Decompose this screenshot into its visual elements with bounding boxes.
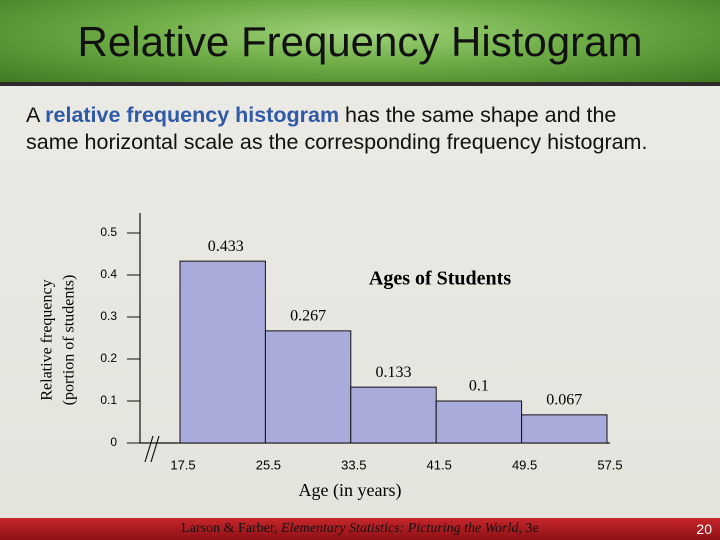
y-tick-label: 0.4: [100, 267, 117, 281]
bar: [350, 386, 437, 444]
y-axis-label: (portion of students): [61, 275, 78, 406]
x-tick-label: 33.5: [341, 457, 366, 472]
data-label: 0.433: [208, 238, 244, 255]
footer: Larson & Farber, Elementary Statistics: …: [0, 518, 720, 540]
data-label: 0.133: [376, 364, 412, 381]
axis-break: [144, 435, 154, 463]
bar: [435, 400, 523, 444]
y-tick-label: 0.2: [100, 351, 117, 365]
title-bar: Relative Frequency Histogram: [0, 0, 720, 86]
text: has the same shape and the same horizont…: [26, 103, 648, 154]
data-label: 0.067: [546, 392, 582, 409]
y-tick-label: 0.1: [100, 393, 117, 407]
x-tick-label: 25.5: [256, 457, 281, 472]
page-number: 20: [696, 521, 712, 537]
data-label: 0.1: [469, 378, 489, 395]
text: Larson & Farber,: [181, 521, 282, 536]
text: , 3e: [518, 521, 539, 536]
chart-title: Ages of Students: [369, 268, 511, 290]
data-label: 0.267: [290, 308, 326, 325]
book-title: Elementary Statistics: Picturing the Wor…: [281, 521, 519, 536]
y-tick-label: 0.5: [100, 225, 117, 239]
y-tick-label: 0.3: [100, 309, 117, 323]
slide-title: Relative Frequency Histogram: [77, 18, 643, 65]
text: A: [26, 103, 46, 127]
bar: [264, 330, 352, 444]
x-tick-label: 49.5: [512, 457, 537, 472]
y-tick-label: 0: [110, 435, 117, 449]
paragraph: A relative frequency histogram has the s…: [26, 102, 666, 156]
bar: [179, 260, 266, 444]
x-axis-label: Age (in years): [299, 480, 402, 501]
bar: [521, 414, 608, 444]
x-tick-label: 41.5: [427, 457, 452, 472]
highlight: relative frequency histogram: [45, 103, 340, 127]
y-axis-label: Relative frequency: [39, 279, 56, 400]
axis-break: [150, 435, 160, 463]
x-tick-label: 17.5: [170, 457, 195, 472]
footer-text: Larson & Farber, Elementary Statistics: …: [0, 521, 720, 537]
x-tick-label: 57.5: [597, 457, 622, 472]
